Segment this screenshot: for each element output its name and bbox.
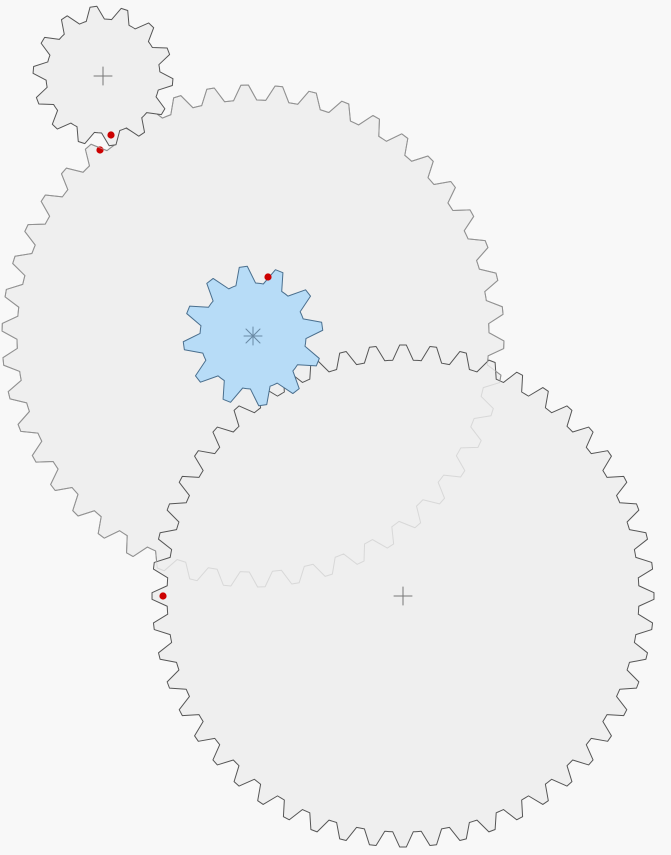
large-lower-gear-marker-dot <box>159 592 167 600</box>
large-upper-gear-hidden-outline <box>1 84 505 588</box>
large-lower-gear-center-plus-icon <box>393 586 413 606</box>
top-left-gear[interactable] <box>32 5 174 147</box>
top-left-gear-marker-dot <box>107 131 115 139</box>
driver-gear[interactable] <box>182 265 324 407</box>
driver-gear-center-asterisk-icon <box>243 326 263 346</box>
driver-gear-marker-dot <box>264 273 272 281</box>
top-left-gear-center-plus-icon <box>93 66 113 86</box>
large-lower-gear[interactable] <box>151 344 655 848</box>
